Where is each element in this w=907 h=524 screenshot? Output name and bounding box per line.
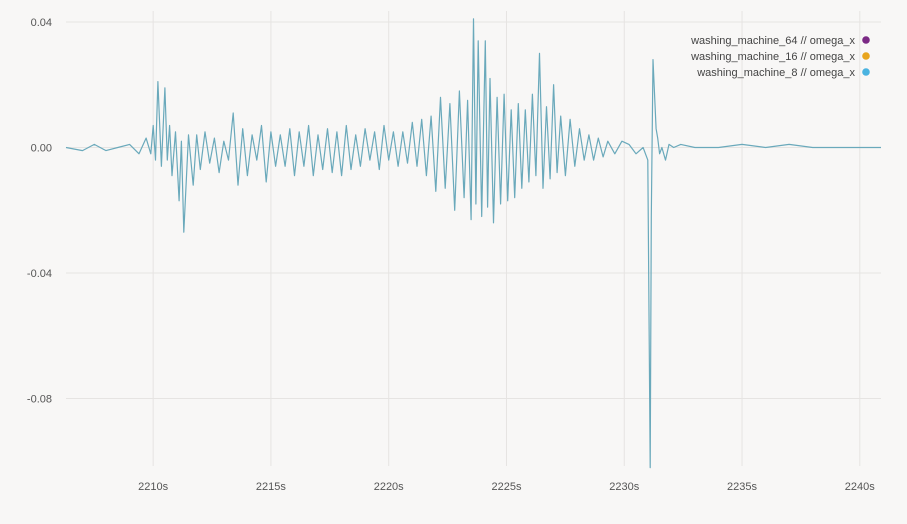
series-lines [65, 18, 881, 469]
grid-lines [66, 11, 881, 466]
legend-item[interactable]: washing_machine_64 // omega_x [690, 35, 870, 47]
legend-label: washing_machine_64 // omega_x [690, 35, 855, 47]
y-axis-tick-labels: 0.04 0.00 -0.04 -0.08 [27, 17, 52, 406]
x-tick-label: 2230s [609, 481, 639, 493]
x-tick-label: 2235s [727, 481, 757, 493]
legend-label: washing_machine_8 // omega_x [696, 67, 855, 79]
x-tick-label: 2215s [256, 481, 286, 493]
x-tick-label: 2210s [138, 481, 168, 493]
x-tick-label: 2225s [491, 481, 521, 493]
y-tick-label: -0.04 [27, 268, 52, 280]
x-axis-tick-labels: 2210s 2215s 2220s 2225s 2230s 2235s 2240s [138, 481, 875, 493]
y-tick-label: 0.04 [31, 17, 52, 29]
y-tick-label: -0.08 [27, 394, 52, 406]
legend-label: washing_machine_16 // omega_x [690, 51, 855, 63]
legend[interactable]: washing_machine_64 // omega_x washing_mac… [690, 35, 870, 79]
y-tick-label: 0.00 [31, 143, 52, 155]
legend-item[interactable]: washing_machine_8 // omega_x [696, 67, 870, 79]
x-tick-label: 2240s [845, 481, 875, 493]
x-tick-label: 2220s [374, 481, 404, 493]
series-line-2 [65, 18, 881, 469]
legend-marker [862, 68, 870, 76]
legend-marker [862, 36, 870, 44]
legend-marker [862, 52, 870, 60]
legend-item[interactable]: washing_machine_16 // omega_x [690, 51, 870, 63]
